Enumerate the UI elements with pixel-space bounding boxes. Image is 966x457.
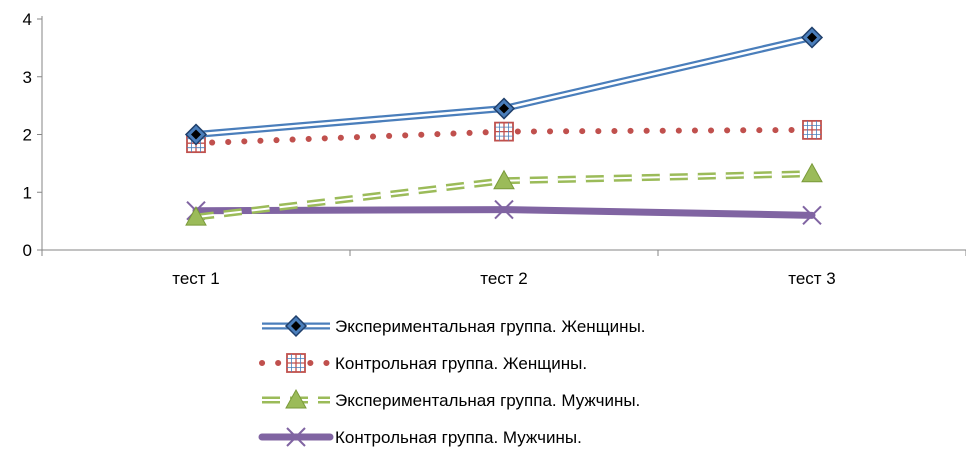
data-point [493, 169, 515, 190]
legend-item: Экспериментальная группа. Мужчины. [262, 388, 640, 410]
legend: Экспериментальная группа. Женщины. Контро… [258, 314, 646, 447]
legend-marker [285, 388, 307, 409]
legend-label: Контрольная группа. Женщины. [335, 354, 587, 373]
legend-label: Экспериментальная группа. Женщины. [335, 317, 646, 336]
series-line [195, 34, 813, 138]
x-tick-label: тест 1 [172, 269, 220, 288]
data-point [802, 205, 822, 226]
y-tick-label: 2 [23, 126, 32, 145]
y-tick-label: 4 [23, 10, 32, 29]
legend-label: Контрольная группа. Мужчины. [335, 428, 582, 447]
series-layer [184, 26, 824, 226]
legend-label: Экспериментальная группа. Мужчины. [335, 391, 640, 410]
data-point [494, 199, 514, 220]
data-point [802, 119, 822, 140]
y-tick-label: 3 [23, 68, 32, 87]
series-1 [184, 26, 824, 146]
data-point [494, 121, 514, 142]
legend-marker [284, 314, 308, 338]
data-point [800, 26, 824, 49]
axes: 0 1 2 3 4 тест 1 тест 2 тест 3 [23, 10, 966, 288]
series-3 [185, 162, 823, 226]
legend-item: Контрольная группа. Женщины. [259, 353, 587, 373]
legend-item: Контрольная группа. Мужчины. [258, 427, 582, 447]
data-point [492, 97, 516, 120]
legend-marker [286, 427, 306, 447]
y-tick-label: 0 [23, 241, 32, 260]
data-point [184, 123, 208, 146]
legend-marker [286, 353, 306, 373]
series-2 [186, 119, 822, 154]
x-tick-label: тест 2 [480, 269, 528, 288]
data-point [185, 206, 207, 226]
data-point [801, 162, 823, 183]
y-tick-label: 1 [23, 183, 32, 202]
x-tick-label: тест 3 [788, 269, 836, 288]
legend-item: Экспериментальная группа. Женщины. [262, 314, 646, 338]
